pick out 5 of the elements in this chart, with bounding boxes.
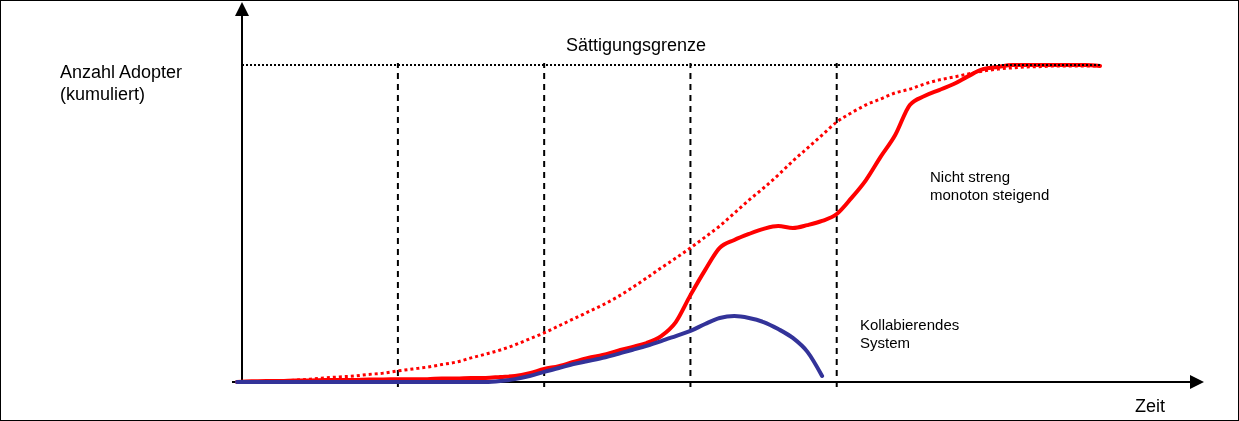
text: Sättigungsgrenze: [566, 35, 707, 55]
annotation: Kollabierendes System: [860, 316, 960, 351]
x-axis-title: Zeit: [1134, 396, 1166, 416]
y-axis-title: Anzahl Adopter (kumuliert): [60, 62, 183, 104]
annotation: Nicht streng monoton steigend: [930, 168, 1050, 203]
